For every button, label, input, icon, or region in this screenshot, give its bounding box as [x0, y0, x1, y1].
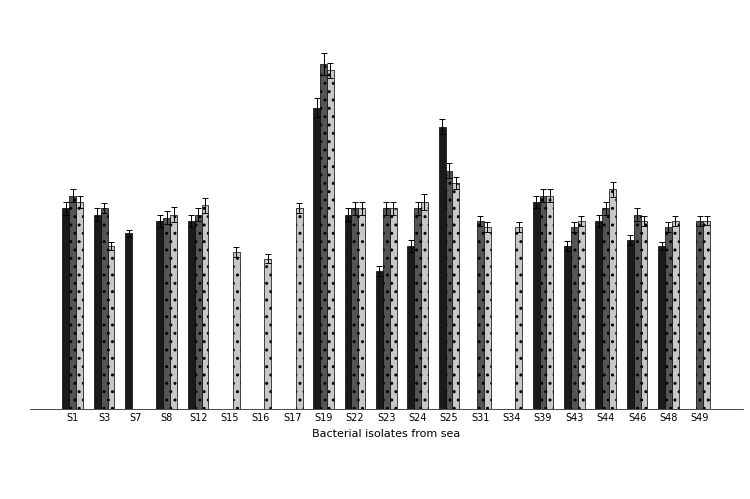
Bar [233, 252, 240, 409]
Bar [390, 208, 397, 409]
Bar [634, 215, 640, 409]
Bar [320, 64, 327, 409]
Bar [414, 208, 421, 409]
Bar [609, 190, 616, 409]
Bar [344, 215, 352, 409]
Bar [539, 196, 547, 409]
Bar [571, 227, 578, 409]
Bar [314, 108, 320, 409]
Bar [202, 205, 208, 409]
Bar [532, 202, 539, 409]
Bar [100, 208, 107, 409]
Bar [564, 246, 571, 409]
Bar [157, 221, 164, 409]
Bar [547, 196, 554, 409]
Bar [107, 246, 115, 409]
Bar [672, 221, 679, 409]
Bar [76, 202, 83, 409]
Bar [704, 221, 710, 409]
Bar [264, 258, 272, 409]
Bar [327, 70, 334, 409]
Bar [446, 171, 452, 409]
Bar [421, 202, 428, 409]
Bar [658, 246, 665, 409]
Bar [596, 221, 602, 409]
Bar [296, 208, 302, 409]
Bar [515, 227, 522, 409]
Bar [696, 221, 703, 409]
Bar [439, 127, 446, 409]
Bar [484, 227, 490, 409]
Bar [62, 208, 69, 409]
Bar [578, 221, 585, 409]
Bar [640, 221, 647, 409]
Bar [358, 208, 365, 409]
Bar [477, 221, 484, 409]
Bar [627, 240, 634, 409]
Bar [69, 196, 76, 409]
Bar [382, 208, 390, 409]
Bar [352, 208, 358, 409]
Bar [94, 215, 100, 409]
Bar [125, 234, 132, 409]
Bar [376, 271, 382, 409]
Bar [195, 215, 202, 409]
Bar [164, 218, 170, 409]
Bar [188, 221, 195, 409]
X-axis label: Bacterial isolates from sea: Bacterial isolates from sea [312, 429, 460, 439]
Bar [665, 227, 672, 409]
Bar [170, 215, 177, 409]
Bar [602, 208, 609, 409]
Bar [407, 246, 414, 409]
Bar [452, 183, 459, 409]
